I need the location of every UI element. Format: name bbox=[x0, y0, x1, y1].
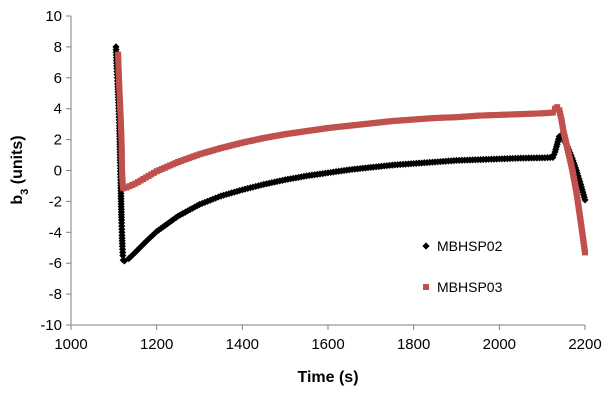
y-tick-label: -10 bbox=[40, 317, 62, 334]
y-tick-label: 8 bbox=[54, 39, 62, 56]
x-tick-label: 1000 bbox=[54, 336, 87, 353]
data-point bbox=[549, 109, 556, 116]
x-tick-label: 1400 bbox=[226, 336, 259, 353]
x-axis-title: Time (s) bbox=[297, 369, 358, 386]
x-tick-label: 1800 bbox=[397, 336, 430, 353]
x-tick-label: 2000 bbox=[483, 336, 516, 353]
y-tick-label: -8 bbox=[49, 286, 62, 303]
data-point bbox=[554, 104, 561, 111]
y-axis-title-units: (units) bbox=[9, 135, 26, 188]
x-tick-label: 2200 bbox=[568, 336, 601, 353]
y-tick-label: 2 bbox=[54, 132, 62, 149]
data-point bbox=[555, 132, 563, 141]
x-tick-label: 1600 bbox=[311, 336, 344, 353]
data-point bbox=[119, 167, 126, 174]
y-tick-label: 6 bbox=[54, 70, 62, 87]
legend: MBHSP02 MBHSP03 bbox=[422, 238, 503, 295]
data-point bbox=[119, 251, 127, 260]
data-point bbox=[118, 164, 125, 171]
data-point bbox=[119, 170, 126, 177]
y-tick-label: 10 bbox=[45, 8, 62, 25]
legend-label-mbhsp02: MBHSP02 bbox=[437, 238, 503, 254]
data-point bbox=[119, 173, 126, 180]
x-axis-ticks: 1000 1200 1400 1600 1800 2000 2200 bbox=[54, 325, 602, 353]
y-tick-label: -2 bbox=[49, 193, 62, 210]
y-tick-label: -4 bbox=[49, 224, 62, 241]
plot-frame bbox=[70, 16, 585, 326]
y-tick-label: -6 bbox=[49, 255, 62, 272]
y-axis-title-subscript: 3 bbox=[19, 189, 31, 195]
data-point bbox=[557, 110, 564, 117]
legend-marker-mbhsp03 bbox=[423, 284, 429, 290]
data-point bbox=[120, 185, 127, 192]
data-point bbox=[582, 249, 588, 256]
y-tick-label: 0 bbox=[54, 163, 62, 180]
data-point bbox=[581, 196, 589, 204]
y-tick-label: 4 bbox=[54, 101, 62, 118]
series-mbhsp03 bbox=[115, 51, 588, 256]
data-point bbox=[557, 113, 564, 120]
data-point bbox=[559, 122, 566, 129]
y-axis-title-main: b bbox=[9, 195, 26, 205]
y-axis-title: b3 (units) bbox=[9, 135, 31, 204]
y-axis-ticks: -10 -8 -6 -4 -2 0 2 4 6 8 10 bbox=[40, 8, 71, 334]
legend-marker-mbhsp02 bbox=[422, 242, 430, 250]
data-point bbox=[560, 125, 567, 132]
data-point bbox=[119, 176, 126, 183]
data-point bbox=[558, 116, 565, 123]
series-mbhsp02 bbox=[112, 43, 589, 265]
data-point bbox=[558, 119, 565, 126]
legend-label-mbhsp03: MBHSP03 bbox=[437, 279, 503, 295]
data-point bbox=[119, 179, 126, 186]
series-layer bbox=[112, 43, 589, 265]
data-point bbox=[556, 107, 563, 114]
x-tick-label: 1200 bbox=[140, 336, 173, 353]
data-point bbox=[576, 178, 584, 186]
